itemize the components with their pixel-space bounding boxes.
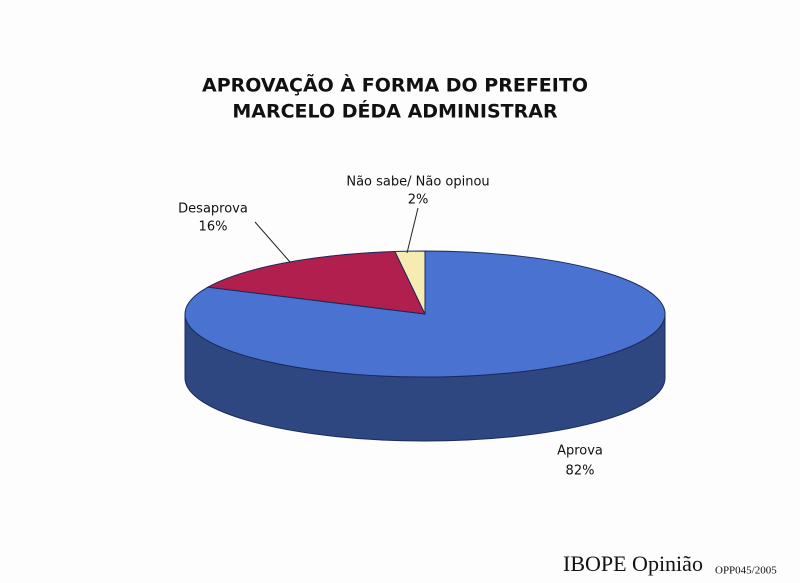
pie-slice xyxy=(394,250,426,315)
leader-line xyxy=(254,221,291,263)
leader-line xyxy=(406,207,419,254)
code: OPP045/2005 xyxy=(715,565,777,577)
chart-title: APROVAÇÃO À FORMA DO PREFEITO xyxy=(202,73,588,97)
slice-value-label: 2% xyxy=(408,193,429,208)
slice-label: Desaprova xyxy=(178,202,248,217)
slice-label: Não sabe/ Não opinou xyxy=(346,175,489,190)
slice-label: Aprova xyxy=(557,444,603,459)
pie xyxy=(184,250,666,442)
source: IBOPE Opinião xyxy=(563,551,703,576)
chart-title: MARCELO DÉDA ADMINISTRAR xyxy=(232,100,558,123)
slice-value-label: 82% xyxy=(566,464,595,479)
pie-slice xyxy=(184,250,666,378)
pie-slice xyxy=(206,250,426,315)
slice-value-label: 16% xyxy=(199,220,228,235)
